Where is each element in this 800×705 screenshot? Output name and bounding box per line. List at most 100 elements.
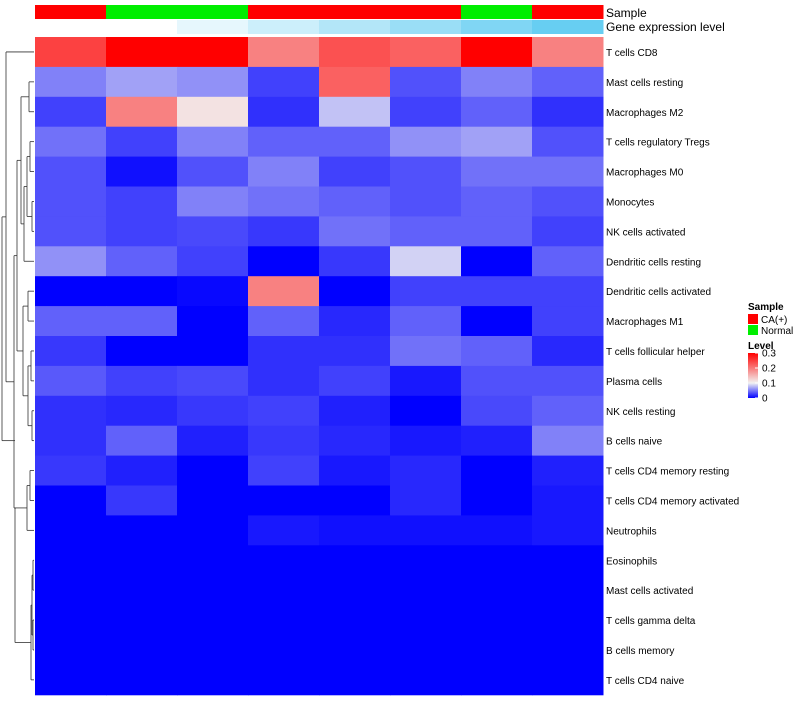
row-label: NK cells resting <box>606 407 675 418</box>
heatmap-cell <box>177 186 249 217</box>
heatmap-cell <box>177 306 249 337</box>
heatmap-cell <box>248 276 320 307</box>
heatmap-cell <box>319 455 391 486</box>
heatmap-cell <box>177 365 249 397</box>
heatmap-cell <box>106 96 178 128</box>
sample-annotation-cell <box>461 5 533 19</box>
heatmap-cell <box>532 246 604 277</box>
heatmap-cell <box>319 545 391 576</box>
heatmap-cell <box>319 664 391 696</box>
heatmap-cell <box>532 66 604 98</box>
heatmap-cell <box>532 276 604 307</box>
heatmap-cell <box>106 395 178 427</box>
legend: Sample CA(+) Normal Level 0.3 0.2 0.1 0 <box>748 302 793 405</box>
heatmap-cell <box>177 664 249 696</box>
heatmap-cell <box>319 395 391 427</box>
row-label: T cells CD4 memory resting <box>606 467 729 478</box>
heatmap-cell <box>319 186 391 217</box>
heatmap-cell <box>461 126 533 158</box>
heatmap-cell <box>248 37 320 68</box>
heatmap-cell <box>35 605 107 636</box>
heatmap-cell <box>319 216 391 247</box>
heatmap-cell <box>390 276 462 307</box>
level-tick-label: 0.1 <box>762 379 776 390</box>
heatmap-cell <box>35 216 107 247</box>
heatmap-cell <box>461 186 533 217</box>
heatmap-cell <box>390 96 462 128</box>
heatmap-cell <box>390 605 462 636</box>
heatmap-cell <box>106 605 178 636</box>
row-label: B cells memory <box>606 646 674 657</box>
heatmap-cell <box>532 575 604 606</box>
heatmap-cell <box>532 664 604 696</box>
heatmap-cell <box>461 96 533 128</box>
legend-label-normal: Normal <box>761 326 793 337</box>
gene-expression-annotation-cell <box>35 20 107 34</box>
heatmap-cell <box>390 485 462 516</box>
row-label: T cells CD4 memory activated <box>606 496 739 507</box>
heatmap-cell <box>35 156 107 187</box>
row-label: Eosinophils <box>606 556 657 567</box>
heatmap-cell <box>248 395 320 427</box>
heatmap-cell <box>248 96 320 128</box>
heatmap-cell <box>177 246 249 277</box>
heatmap-cell <box>35 96 107 128</box>
sample-annotation-cell <box>248 5 320 19</box>
heatmap-cell <box>35 246 107 277</box>
heatmap-cell <box>461 246 533 277</box>
row-label: Macrophages M0 <box>606 168 684 179</box>
row-label: Dendritic cells activated <box>606 287 711 298</box>
legend-swatch-ca <box>748 314 758 324</box>
heatmap-cell <box>177 455 249 486</box>
heatmap-cell <box>106 37 178 68</box>
heatmap-cell <box>461 545 533 576</box>
heatmap-cell <box>461 156 533 187</box>
gene-expression-annotation-cell <box>177 20 249 34</box>
heatmap-cell <box>35 545 107 576</box>
heatmap-cell <box>319 96 391 128</box>
heatmap-cell <box>248 365 320 397</box>
row-label: B cells naive <box>606 437 663 448</box>
heatmap-cell <box>248 575 320 606</box>
row-label: Monocytes <box>606 197 654 208</box>
heatmap-cell <box>319 485 391 516</box>
gene-expression-annotation-cell <box>532 20 604 34</box>
heatmap-cell <box>248 246 320 277</box>
legend-label-ca: CA(+) <box>761 315 787 326</box>
heatmap-cell <box>390 126 462 158</box>
heatmap-cell <box>461 395 533 427</box>
level-ticks: 0.3 0.2 0.1 0 <box>755 349 776 405</box>
heatmap-cell <box>319 425 391 457</box>
heatmap-cell <box>461 575 533 606</box>
heatmap-cell <box>390 37 462 68</box>
heatmap-cell <box>177 575 249 606</box>
heatmap-cell <box>106 365 178 397</box>
gene-expression-annotation-cell <box>106 20 178 34</box>
heatmap-cell <box>35 485 107 516</box>
heatmap-cell <box>319 575 391 606</box>
sample-annotation-cell <box>532 5 604 19</box>
heatmap-cell <box>390 306 462 337</box>
level-colorbar <box>748 353 758 398</box>
gene-expression-annotation-cell <box>461 20 533 34</box>
legend-swatch-normal <box>748 325 758 335</box>
heatmap-cell <box>390 395 462 427</box>
heatmap-cell <box>319 515 391 546</box>
heatmap-cell <box>319 605 391 636</box>
row-label: T cells gamma delta <box>606 616 696 627</box>
heatmap-cell <box>106 246 178 277</box>
heatmap-cell <box>248 485 320 516</box>
level-tick-label: 0.3 <box>762 349 776 360</box>
heatmap-cell <box>106 336 178 367</box>
heatmap-cell <box>35 455 107 486</box>
heatmap-cell <box>390 545 462 576</box>
heatmap-cell <box>106 156 178 187</box>
heatmap-cell <box>461 336 533 367</box>
heatmap-cell <box>106 485 178 516</box>
gene-expression-annotation-cell <box>319 20 391 34</box>
heatmap-cell <box>390 425 462 457</box>
heatmap-cell <box>532 485 604 516</box>
heatmap-cell <box>106 276 178 307</box>
